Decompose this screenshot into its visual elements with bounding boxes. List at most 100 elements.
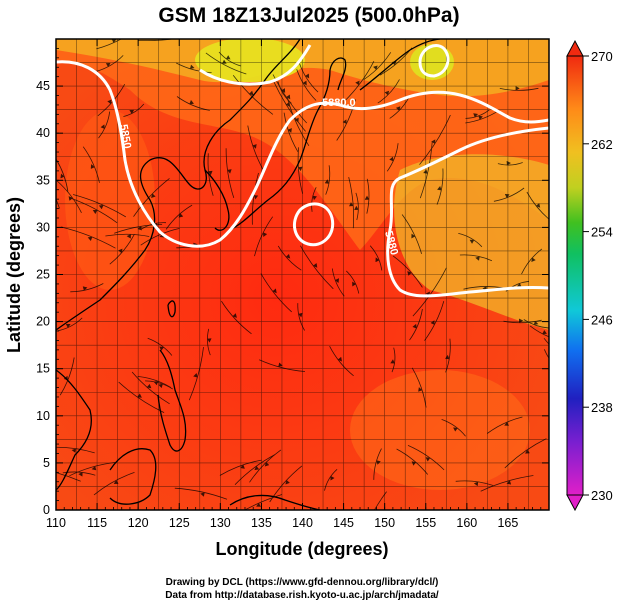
coast-indochina	[56, 369, 92, 491]
streamline-arrow	[208, 170, 213, 176]
streamline-arrow	[445, 354, 450, 360]
streamline	[311, 187, 317, 212]
streamline	[543, 349, 549, 359]
streamline-arrow	[302, 80, 307, 86]
x-tick-label: 150	[374, 516, 395, 530]
streamline-arrow	[430, 320, 435, 325]
y-tick-label: 25	[36, 268, 50, 282]
streamline	[543, 337, 549, 345]
streamline-arrow	[504, 194, 510, 198]
streamline-arrow	[113, 480, 119, 484]
streamline-arrow	[478, 115, 483, 120]
streamline-arrow	[313, 263, 318, 268]
streamline	[493, 187, 525, 202]
streamline-arrow	[287, 128, 292, 133]
streamline	[234, 454, 276, 485]
streamline-arrow	[294, 117, 299, 123]
colorbar-tick-label: 262	[591, 137, 613, 152]
colorbar-top-arrow	[566, 39, 584, 57]
streamline	[277, 245, 302, 271]
streamline-arrow	[82, 286, 88, 291]
temperature-orange-west	[65, 110, 155, 290]
streamline-arrow	[98, 205, 104, 210]
temperature-cool-core-north	[195, 39, 305, 82]
streamline-arrow	[384, 90, 390, 96]
streamline	[138, 39, 176, 42]
x-tick-label: 140	[292, 516, 313, 530]
streamline-arrow	[158, 383, 163, 388]
colorbar-bottom-arrow	[566, 494, 584, 512]
streamline-arrow	[285, 254, 291, 259]
colorbar-tick-label: 230	[591, 488, 613, 503]
streamline	[445, 338, 451, 373]
coast-borneo	[109, 448, 157, 505]
y-tick-label: 30	[36, 220, 50, 234]
streamline-arrow	[264, 462, 270, 467]
streamline	[72, 194, 127, 218]
streamline	[373, 448, 382, 480]
streamline	[436, 168, 444, 205]
streamline-arrow	[240, 464, 245, 469]
streamline	[386, 143, 399, 172]
streamline	[70, 283, 104, 293]
streamline-arrow	[252, 144, 257, 149]
streamline	[401, 214, 422, 255]
streamline-arrow	[504, 421, 509, 426]
streamline-arrow	[342, 119, 347, 124]
streamline	[62, 471, 96, 476]
streamline-arrow	[137, 393, 142, 398]
streamline-arrow	[531, 257, 536, 262]
streamline	[411, 367, 427, 408]
streamline	[529, 325, 549, 338]
coast-kamchatka	[359, 39, 441, 91]
streamline	[486, 416, 523, 434]
x-tick-label: 135	[251, 516, 272, 530]
streamline	[176, 62, 212, 73]
streamline-arrow	[207, 338, 212, 343]
contour-label-5850: 5850	[117, 123, 133, 149]
streamline	[207, 328, 211, 356]
contour-5880-north	[199, 44, 312, 86]
contour-label-5880-center: 5880.0	[322, 97, 356, 109]
streamline	[526, 191, 549, 220]
streamline-arrow	[286, 94, 291, 100]
streamline	[82, 146, 100, 183]
streamline	[441, 419, 466, 437]
streamline-arrow	[278, 362, 283, 367]
streamline	[165, 204, 193, 230]
streamline	[324, 469, 338, 491]
streamline	[133, 178, 170, 217]
streamline-arrow	[298, 166, 303, 172]
coast-korea	[204, 169, 230, 231]
streamline	[299, 63, 319, 93]
streamline	[147, 337, 173, 356]
streamline	[123, 103, 145, 117]
y-axis: 0 5 10 15 20 25 30 35 40 45	[36, 38, 549, 517]
streamline	[174, 487, 228, 500]
streamline	[329, 346, 354, 377]
streamline	[504, 438, 547, 469]
streamline	[407, 445, 445, 471]
colorbar-tick-label: 246	[591, 312, 613, 327]
credit-data: Data from http://database.rish.kyoto-u.a…	[165, 590, 439, 601]
streamline	[409, 308, 423, 341]
streamline-arrow	[354, 205, 359, 211]
streamline-arrow	[550, 357, 554, 361]
streamline-arrow	[542, 330, 547, 335]
streamline-arrow	[60, 173, 65, 179]
streamline	[98, 111, 111, 139]
streamline-arrow	[66, 324, 71, 328]
streamline-arrow	[411, 461, 417, 466]
streamline	[355, 192, 359, 221]
streamline	[480, 475, 534, 492]
streamline-arrow	[375, 257, 380, 263]
streamline-arrow	[71, 448, 77, 453]
streamline	[131, 371, 170, 405]
x-tick-label: 145	[333, 516, 354, 530]
x-axis-label: Longitude (degrees)	[215, 539, 388, 559]
streamline-arrow	[146, 384, 152, 389]
streamline-arrow	[312, 195, 317, 201]
streamline	[176, 96, 210, 111]
streamline	[249, 449, 282, 483]
streamline-arrow	[506, 161, 511, 166]
